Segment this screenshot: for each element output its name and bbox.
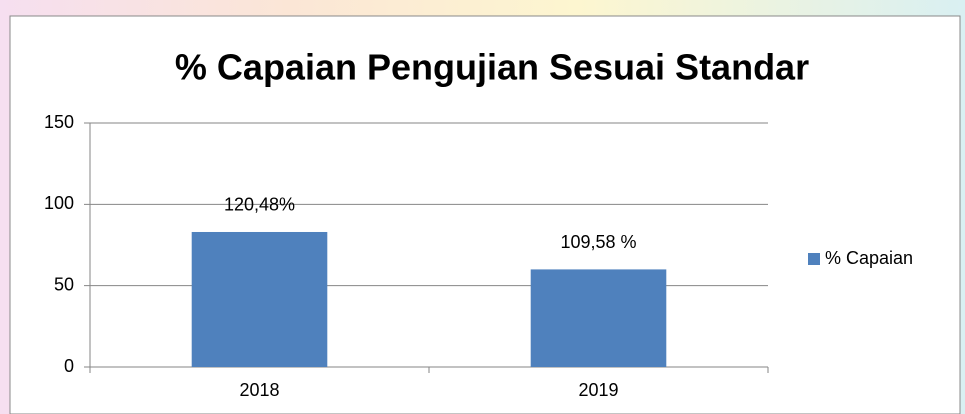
annotation: 109,58 % <box>560 232 636 252</box>
y-tick-label: 150 <box>44 112 74 132</box>
y-tick-label: 50 <box>54 274 74 294</box>
y-tick-label: 100 <box>44 193 74 213</box>
bar <box>191 231 328 367</box>
annotation: 120,48% <box>224 195 295 215</box>
y-tick-label: 0 <box>64 356 74 376</box>
x-tick-label: 2019 <box>578 380 618 400</box>
bar <box>530 269 667 367</box>
chart-title: % Capaian Pengujian Sesuai Standar <box>175 47 809 88</box>
chart-area <box>9 15 961 414</box>
x-tick-label: 2018 <box>239 380 279 400</box>
legend-swatch <box>808 253 820 265</box>
legend-label: % Capaian <box>825 248 913 268</box>
